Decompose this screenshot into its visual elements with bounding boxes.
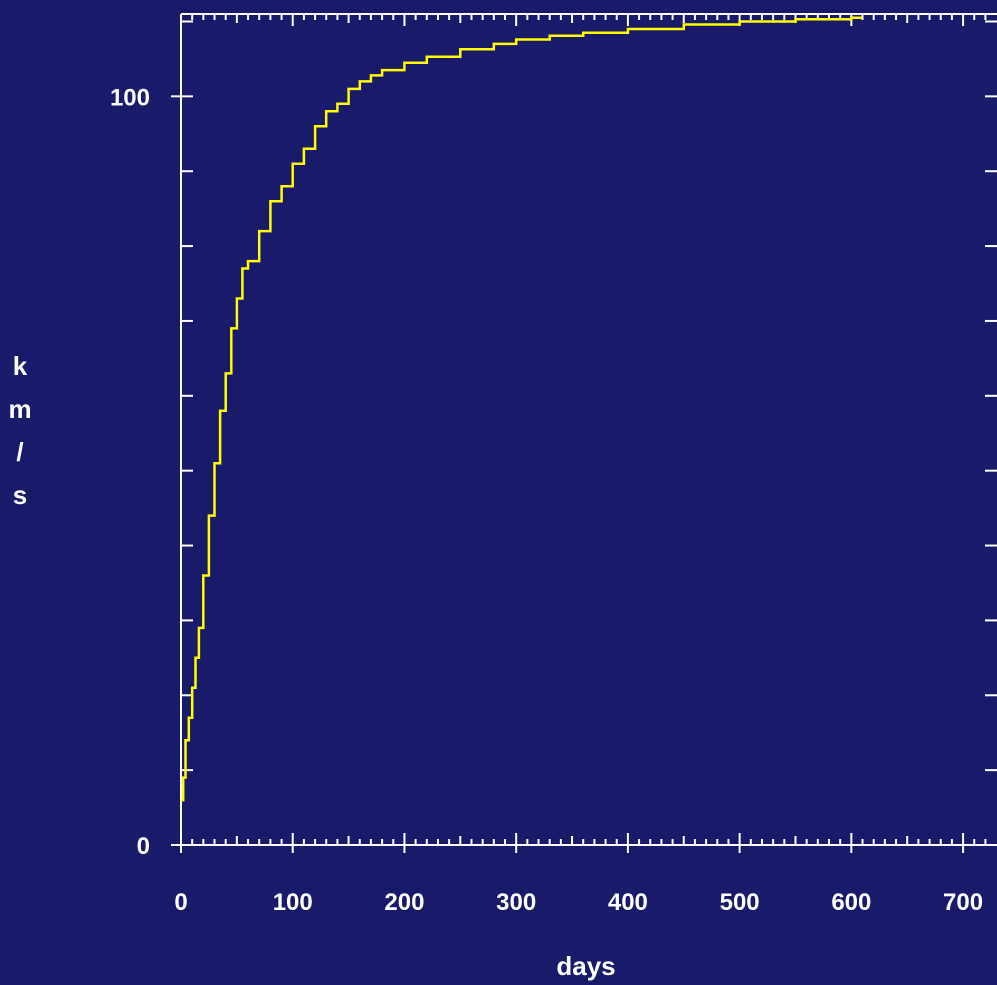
x-tick-label: 400 bbox=[608, 889, 648, 916]
axes-layer: 0 100 200 300 400 500 600 700 0 100 bbox=[110, 13, 997, 916]
x-tick-label: 200 bbox=[384, 889, 424, 916]
x-tick-label: 300 bbox=[496, 889, 536, 916]
data-series-line bbox=[181, 16, 863, 802]
y-tick-label: 0 bbox=[137, 833, 150, 860]
y-axis-label-char: k bbox=[13, 351, 28, 381]
x-tick-label: 0 bbox=[174, 889, 187, 916]
x-tick-label: 100 bbox=[273, 889, 313, 916]
x-tick-label: 700 bbox=[943, 889, 983, 916]
y-axis-label: km / s bbox=[8, 351, 31, 510]
x-axis-label: days bbox=[556, 951, 615, 981]
x-tick-label: 500 bbox=[720, 889, 760, 916]
y-axis-label-char: m bbox=[8, 394, 31, 424]
plot-layer bbox=[181, 16, 863, 802]
y-axis-label-char: / bbox=[16, 437, 23, 467]
y-axis-label-char: s bbox=[13, 480, 27, 510]
x-tick-label: 600 bbox=[831, 889, 871, 916]
y-tick-label: 100 bbox=[110, 84, 150, 111]
